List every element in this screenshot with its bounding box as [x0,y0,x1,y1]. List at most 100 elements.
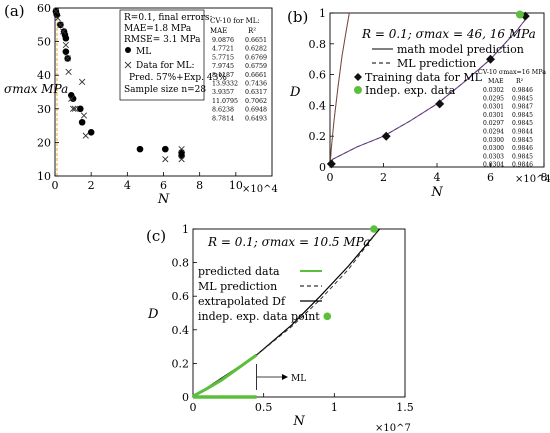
y-tick-label-b: 1 [319,7,326,20]
cv-table-title-a: CV-10 for ML: [210,17,260,25]
cv-r2-b: 0.9847 [512,104,533,111]
y-axis-label-c: D [147,307,159,322]
y-axis-label-b: D [289,85,301,100]
legend-data-marker [124,61,132,69]
x-tick-label-c: 0.5 [255,401,273,414]
cv-header-r2-b: R² [516,78,524,85]
cv-mae-a: 4.7721 [212,46,234,53]
data-x-marker [52,8,60,15]
annotation-mae-a: MAE=1.8 MPa [124,24,192,34]
cv-r2-b: 0.9844 [512,129,533,136]
x-axis-label-b: N [430,185,443,200]
legend-training-label: Training data for ML [365,71,483,84]
x-axis-label-a: N [157,192,170,207]
legend-indep-label-b: Indep. exp. data [365,84,456,97]
math-model-line [329,12,350,168]
annotation-rmse-a: RMSE= 3.1 MPa [124,35,201,45]
ml-point [87,129,95,136]
y-tick-label-a: 40 [37,69,51,82]
cv-r2-a: 0.6282 [245,46,267,53]
cv-mae-a: 13.9332 [212,81,238,88]
panel-label-a: (a) [4,2,25,20]
x-tick-label-b: 4 [434,171,441,184]
chart-panel-b: 0 2 4 6 8 0 0.2 0.4 0.6 0.8 1 N D ×10^4 R = 0.1; σmax … [289,7,550,200]
training-diamond [326,159,336,169]
annotation-title-a: R=0.1, final errors: [124,13,213,23]
x-tick-label-b: 6 [487,171,494,184]
panel-label-b: (b) [287,8,308,26]
cv-mae-b: 0.0300 [483,137,504,144]
y-tick-label-c: 1 [182,223,189,236]
cv-header-mae-b: MAE [488,78,504,85]
training-diamond [486,54,495,64]
x-tick-label-c: 1.5 [396,401,414,414]
training-diamond [381,131,391,141]
y-tick-label-b: 0 [319,161,326,174]
legend-indep-marker-b [354,86,362,94]
math-model-overlay [329,12,350,168]
x-tick-label-a: 2 [88,179,95,192]
y-axis-label-a: σmax MPa [4,82,68,96]
indep-exp-point-c [370,225,378,233]
cv-mae-a: 5.7715 [212,54,234,61]
legend-ml-label: ML [136,47,151,57]
data-x-marker [62,41,69,49]
data-x-marker [57,21,64,28]
x-tick-label-b: 2 [380,171,387,184]
cv-r2-b: 0.9846 [512,162,533,169]
indep-exp-point-b [515,10,524,19]
ml-point [69,95,77,103]
x-exponent-label-c: ×10^7 [375,423,411,433]
ml-point [62,34,70,42]
cv-r2-a: 0.7436 [245,81,267,88]
ml-arrow-head [282,374,288,380]
cv-r2-a: 0.6651 [245,37,267,44]
ml-point [62,48,70,55]
cv-r2-a: 0.6769 [245,54,267,61]
cv-r2-a: 0.6493 [245,115,267,122]
cv-mae-b: 0.0301 [483,104,504,111]
cv-r2-b: 0.9845 [512,112,533,119]
data-x-marker [178,156,185,163]
cv-mae-b: 0.0301 [483,112,504,119]
ml-point [53,11,61,19]
panel-title-c: R = 0.1; σmax = 10.5 MPa [207,235,370,249]
x-tick-label-c: 1 [331,401,338,414]
cv-r2-a: 0.6948 [245,107,267,114]
indep-exp-point-c [323,312,332,321]
chart-panel-c: 0 0.5 1 1.5 0 0.2 0.4 0.6 0.8 1 N D ×10^7 ML R = 0.1; … [147,223,414,433]
y-tick-label-b: 0.8 [309,38,327,51]
legend-ml-label-b: ML prediction [397,57,476,70]
cv-mae-a: 8.7814 [212,115,234,122]
x-tick-label-a: 6 [160,179,167,192]
data-x-marker [60,28,67,35]
cv-r2-a: 0.6317 [245,89,267,96]
cv-r2-b: 0.9845 [512,95,533,102]
x-tick-label-a: 0 [52,179,59,192]
x-tick-label-b: 0 [327,171,334,184]
ml-prediction-dashed [329,15,529,168]
cv-mae-b: 0.0297 [483,120,504,127]
cv-r2-b: 0.9845 [512,137,533,144]
x-tick-label-c: 0 [190,401,197,414]
cv-table-title-b: CV-10 σmax=16 MPa [478,69,546,76]
cv-r2-a: 0.6759 [245,63,267,70]
cv-mae-b: 0.0303 [483,153,504,160]
cv-r2-a: 0.7062 [245,98,267,105]
cv-mae-b: 0.0302 [483,87,504,94]
cv-mae-b: 0.0304 [483,162,504,169]
data-x-marker [82,132,89,139]
panel-title-b: R = 0.1; σmax = 46, 16 MPa [361,27,536,41]
cv-r2-b: 0.9846 [512,145,533,152]
data-x-marker [68,95,75,102]
ml-point [178,152,185,160]
ml-arrow-label: ML [291,374,306,384]
y-tick-label-a: 50 [37,36,51,49]
legend-predicted-label: predicted data [198,265,280,278]
y-tick-label-b: 0.4 [309,99,327,112]
y-tick-label-c: 0.4 [172,324,190,337]
x-tick-label-b: 8 [541,171,548,184]
predicted-data-line [192,353,258,398]
ml-point [136,145,144,153]
